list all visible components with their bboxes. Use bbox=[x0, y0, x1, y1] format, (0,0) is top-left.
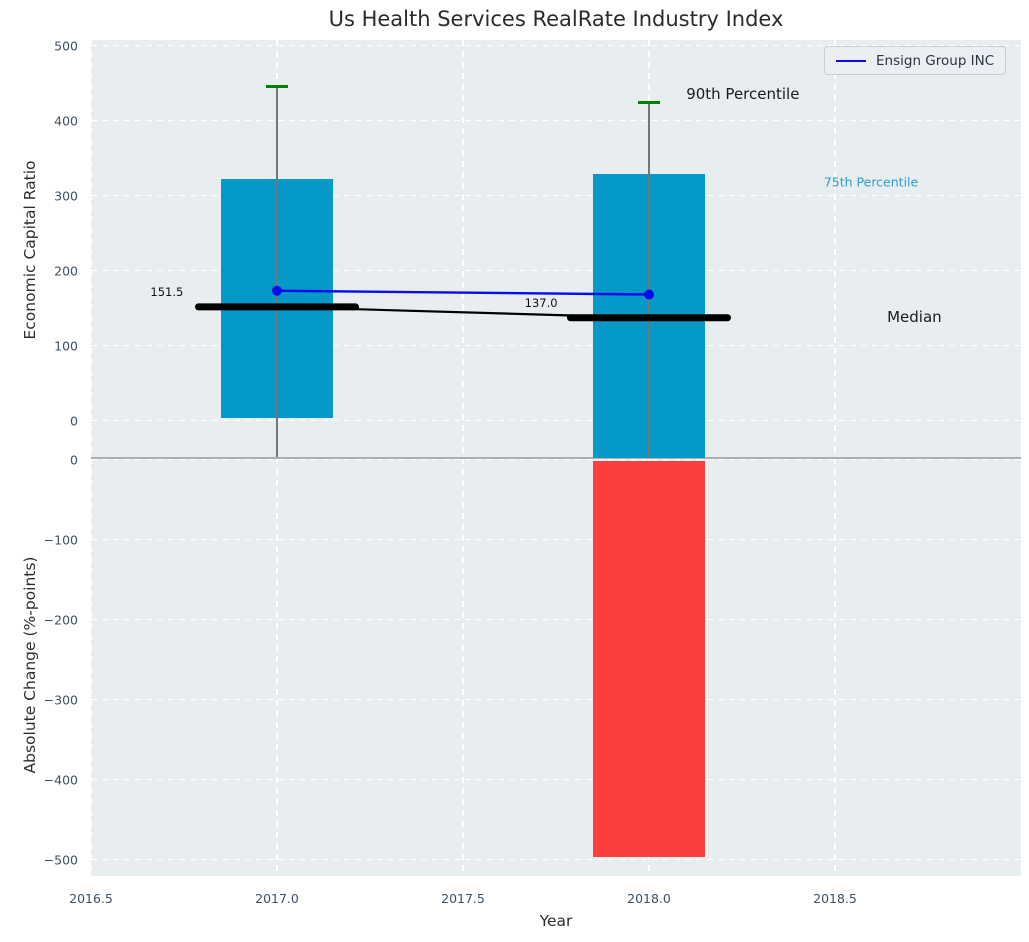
vertical-gridline bbox=[90, 40, 92, 876]
y-tick-label: 500 bbox=[54, 38, 78, 53]
bottom-panel-background bbox=[91, 458, 1021, 876]
whisker-cap-90th bbox=[638, 100, 660, 105]
y-tick-label: −400 bbox=[43, 772, 78, 787]
x-tick-label: 2017.5 bbox=[441, 891, 485, 906]
legend-line-swatch bbox=[836, 59, 866, 62]
zero-baseline bbox=[91, 456, 1021, 460]
whisker-line bbox=[276, 86, 278, 457]
x-tick-label: 2018.0 bbox=[627, 891, 671, 906]
horizontal-gridline bbox=[91, 458, 1021, 461]
chart-annotation: 75th Percentile bbox=[823, 174, 919, 190]
x-tick-label: 2018.5 bbox=[813, 891, 857, 906]
horizontal-gridline bbox=[91, 698, 1021, 701]
y-tick-label: 100 bbox=[54, 338, 78, 353]
negative-change-bar bbox=[593, 460, 705, 858]
y-axis-label-bottom: Absolute Change (%-points) bbox=[21, 556, 39, 774]
median-value-label: 137.0 bbox=[524, 295, 558, 310]
horizontal-gridline bbox=[91, 778, 1021, 781]
y-tick-label: −200 bbox=[43, 612, 78, 627]
y-tick-label: −300 bbox=[43, 692, 78, 707]
whisker-line bbox=[648, 102, 650, 457]
horizontal-gridline bbox=[91, 538, 1021, 541]
legend: Ensign Group INC bbox=[824, 46, 1007, 75]
y-tick-label: 0 bbox=[70, 413, 78, 428]
chart-title: Us Health Services RealRate Industry Ind… bbox=[328, 7, 784, 31]
chart-annotation: 90th Percentile bbox=[686, 85, 800, 104]
y-tick-label: −500 bbox=[43, 852, 78, 867]
chart-annotation: Median bbox=[887, 308, 942, 326]
x-axis-label: Year bbox=[539, 912, 573, 930]
x-tick-label: 2016.5 bbox=[69, 891, 113, 906]
y-tick-label: 0 bbox=[70, 452, 78, 467]
y-tick-label: 200 bbox=[54, 263, 78, 278]
whisker-cap-90th bbox=[266, 85, 288, 89]
y-tick-label: −100 bbox=[43, 532, 78, 547]
legend-label: Ensign Group INC bbox=[876, 52, 995, 69]
median-value-label: 151.5 bbox=[150, 285, 184, 300]
x-tick-label: 2017.0 bbox=[255, 891, 299, 906]
horizontal-gridline bbox=[91, 44, 1021, 47]
horizontal-gridline bbox=[91, 618, 1021, 621]
horizontal-gridline bbox=[91, 119, 1021, 122]
y-tick-label: 400 bbox=[54, 113, 78, 128]
y-axis-label-top: Economic Capital Ratio bbox=[21, 160, 39, 340]
y-tick-label: 300 bbox=[54, 188, 78, 203]
horizontal-gridline bbox=[91, 269, 1021, 272]
horizontal-gridline bbox=[91, 858, 1021, 861]
horizontal-gridline bbox=[91, 194, 1021, 197]
horizontal-gridline bbox=[91, 419, 1021, 422]
horizontal-gridline bbox=[91, 344, 1021, 347]
